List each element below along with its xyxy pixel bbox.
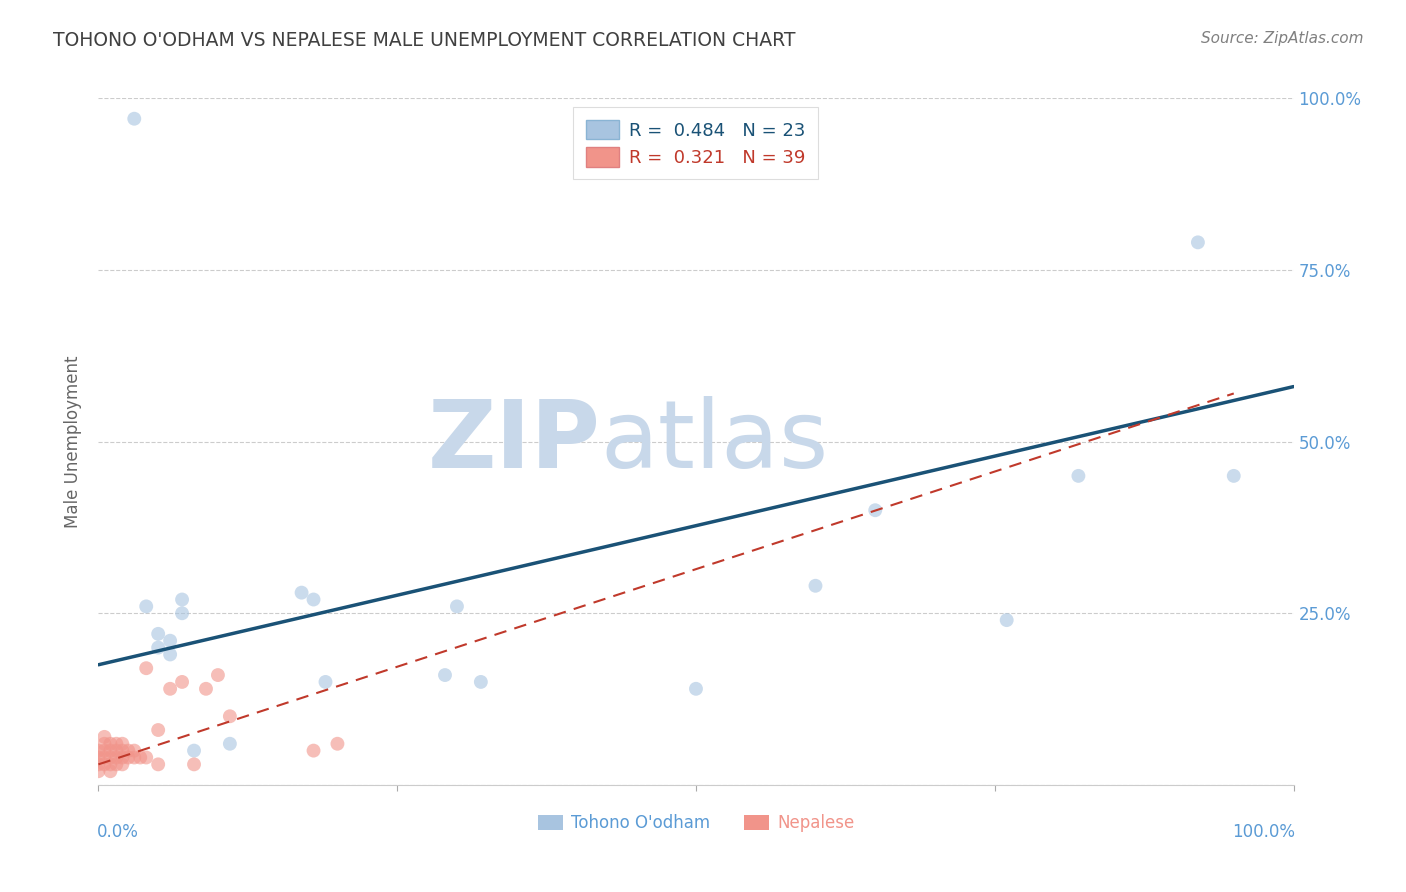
Text: 100.0%: 100.0% bbox=[1232, 822, 1295, 841]
Point bbox=[302, 592, 325, 607]
Point bbox=[470, 675, 492, 690]
Point bbox=[326, 737, 349, 751]
Point bbox=[124, 750, 146, 764]
Point bbox=[183, 757, 205, 772]
Point bbox=[129, 750, 152, 764]
Point bbox=[159, 633, 181, 648]
Point bbox=[87, 757, 110, 772]
Point bbox=[135, 661, 157, 675]
Point bbox=[1067, 469, 1090, 483]
Point bbox=[98, 764, 122, 779]
Point bbox=[172, 592, 194, 607]
Point bbox=[111, 737, 134, 751]
Point bbox=[148, 757, 170, 772]
Point bbox=[1187, 235, 1209, 250]
Point bbox=[302, 744, 325, 758]
Point bbox=[105, 757, 128, 772]
Point bbox=[183, 744, 205, 758]
Point bbox=[105, 737, 128, 751]
Point bbox=[87, 750, 110, 764]
Point bbox=[105, 750, 128, 764]
Point bbox=[105, 744, 128, 758]
Point bbox=[195, 681, 218, 696]
Text: TOHONO O'ODHAM VS NEPALESE MALE UNEMPLOYMENT CORRELATION CHART: TOHONO O'ODHAM VS NEPALESE MALE UNEMPLOY… bbox=[53, 31, 796, 50]
Point bbox=[111, 757, 134, 772]
Point bbox=[98, 757, 122, 772]
Point bbox=[219, 709, 242, 723]
Point bbox=[148, 627, 170, 641]
Point bbox=[804, 579, 827, 593]
Point bbox=[148, 723, 170, 737]
Text: Source: ZipAtlas.com: Source: ZipAtlas.com bbox=[1201, 31, 1364, 46]
Point bbox=[93, 737, 115, 751]
Point bbox=[446, 599, 468, 614]
Point bbox=[219, 737, 242, 751]
Point bbox=[98, 750, 122, 764]
Point bbox=[93, 750, 115, 764]
Point bbox=[98, 744, 122, 758]
Point bbox=[93, 757, 115, 772]
Point bbox=[98, 737, 122, 751]
Point bbox=[995, 613, 1018, 627]
Y-axis label: Male Unemployment: Male Unemployment bbox=[65, 355, 83, 528]
Point bbox=[172, 675, 194, 690]
Point bbox=[1223, 469, 1246, 483]
Point bbox=[124, 112, 146, 126]
Point bbox=[159, 648, 181, 662]
Point bbox=[172, 607, 194, 621]
Point bbox=[117, 750, 139, 764]
Point bbox=[93, 730, 115, 744]
Point bbox=[117, 744, 139, 758]
Point bbox=[135, 599, 157, 614]
Text: ZIP: ZIP bbox=[427, 395, 600, 488]
Text: 0.0%: 0.0% bbox=[97, 822, 139, 841]
Point bbox=[291, 585, 314, 599]
Point bbox=[111, 744, 134, 758]
Legend: Tohono O'odham, Nepalese: Tohono O'odham, Nepalese bbox=[531, 807, 860, 838]
Point bbox=[93, 744, 115, 758]
Point bbox=[315, 675, 337, 690]
Point bbox=[124, 744, 146, 758]
Point bbox=[434, 668, 457, 682]
Point bbox=[87, 744, 110, 758]
Point bbox=[135, 750, 157, 764]
Point bbox=[148, 640, 170, 655]
Point bbox=[207, 668, 229, 682]
Point bbox=[685, 681, 707, 696]
Point bbox=[159, 681, 181, 696]
Point bbox=[865, 503, 887, 517]
Text: atlas: atlas bbox=[600, 395, 828, 488]
Point bbox=[87, 764, 110, 779]
Point bbox=[111, 750, 134, 764]
